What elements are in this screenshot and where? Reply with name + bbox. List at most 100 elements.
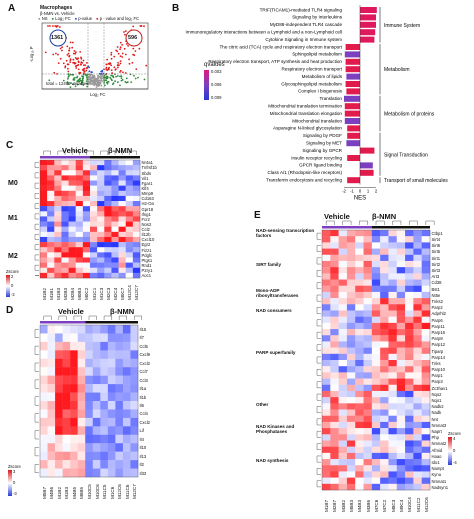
heat-cell (405, 390, 414, 398)
heat-cell (122, 401, 131, 410)
volcano-point (143, 78, 146, 81)
heat-cell (85, 341, 93, 351)
heat-cell (100, 375, 109, 385)
heat-cell (118, 195, 126, 202)
heat-cell (322, 421, 331, 429)
sample-label: M4B5 (71, 486, 77, 499)
volcano-point (110, 78, 113, 81)
gene-label: Il7 (139, 335, 144, 341)
gene-label: Nnt (431, 416, 439, 422)
heat-cell (363, 329, 373, 336)
heat-cell (363, 465, 373, 472)
heat-cell (82, 272, 91, 279)
heat-cell (62, 375, 71, 385)
heat-cell (421, 242, 431, 249)
heat-cell (355, 415, 364, 423)
heat-cell (111, 190, 119, 197)
gene-label: Nt5e (431, 292, 441, 298)
heat-cell (97, 267, 105, 274)
heat-cell (62, 341, 71, 351)
volcano-point (88, 70, 91, 73)
heat-cell (62, 350, 71, 359)
heat-cell (413, 446, 422, 454)
heat-cell (380, 335, 389, 342)
row-dendrogram-branch (34, 464, 39, 473)
heat-cell (380, 298, 389, 305)
volcano-point (132, 53, 135, 56)
volcano-point (72, 77, 75, 80)
heat-cell (330, 483, 339, 491)
heat-cell (125, 160, 134, 166)
heat-cell (132, 221, 141, 227)
heat-cell (355, 347, 364, 355)
dendrogram-branch (43, 315, 52, 320)
volcano-point (117, 64, 120, 67)
heat-cell (70, 401, 78, 410)
heat-cell (130, 409, 139, 419)
heat-cell (75, 236, 84, 243)
gsea-term-label: Mitochondrial translation elongation (270, 111, 343, 116)
heat-cell (338, 428, 348, 435)
heat-cell (405, 415, 414, 423)
heat-cell (371, 254, 381, 262)
gsea-category-label: Signal Transduction (384, 152, 428, 158)
heat-cell (396, 322, 406, 330)
volcano-point (76, 83, 79, 86)
heat-cell (322, 465, 331, 472)
heat-cell (380, 415, 389, 423)
c-group-vehicle: Vehicle (62, 146, 88, 155)
volcano-point (79, 77, 81, 80)
heat-cell (111, 216, 119, 222)
gene-label: Il33 (139, 470, 147, 476)
heat-cell (47, 358, 56, 368)
heat-cell (363, 372, 373, 379)
heat-cell (346, 310, 356, 317)
heat-cell (47, 434, 56, 444)
heat-cell (40, 468, 48, 478)
volcano-point (69, 61, 72, 63)
heat-cell (92, 460, 101, 469)
heat-cell (322, 483, 331, 491)
heat-cell (47, 262, 55, 268)
volcano-point (128, 58, 131, 61)
heat-cell (346, 465, 356, 472)
heat-cell (82, 226, 91, 233)
heat-cell (40, 170, 48, 176)
volcano-point (94, 82, 97, 85)
heat-cell (421, 310, 431, 317)
sample-label: M2B3 (63, 287, 68, 300)
gsea-bar (346, 88, 360, 95)
gene-label: Sbds (141, 170, 152, 176)
heat-cell (68, 175, 76, 181)
heat-cell (125, 201, 134, 207)
volcano-point (56, 25, 58, 27)
volcano-point (143, 25, 145, 28)
heat-cell (115, 460, 124, 469)
volcano-point (85, 69, 88, 72)
gene-label: Sirt2 (431, 261, 441, 267)
heat-cell (115, 451, 124, 461)
gene-label: Parp1 (431, 373, 443, 379)
heat-cell (55, 350, 63, 359)
gene-label: Ccl2 (141, 227, 150, 233)
e-section-label: SIRT family (256, 262, 282, 267)
heat-cell (47, 165, 55, 171)
gsea-bar (360, 7, 377, 13)
heat-cell (330, 384, 339, 392)
volcano-point (134, 50, 137, 52)
heat-cell (371, 440, 381, 447)
volcano-point (117, 52, 120, 55)
heat-cell (396, 335, 406, 342)
heat-cell (346, 291, 356, 299)
volcano-point (106, 63, 108, 66)
heat-cell (118, 190, 126, 197)
heat-cell (421, 322, 431, 330)
volcano-point (47, 25, 49, 27)
row-dendrogram-branch (34, 193, 39, 199)
heat-cell (118, 165, 126, 171)
heat-cell (388, 390, 397, 398)
heat-cell (322, 267, 331, 274)
gsea-bar (344, 110, 360, 117)
volcano-point (119, 41, 122, 44)
heat-cell (115, 468, 124, 478)
